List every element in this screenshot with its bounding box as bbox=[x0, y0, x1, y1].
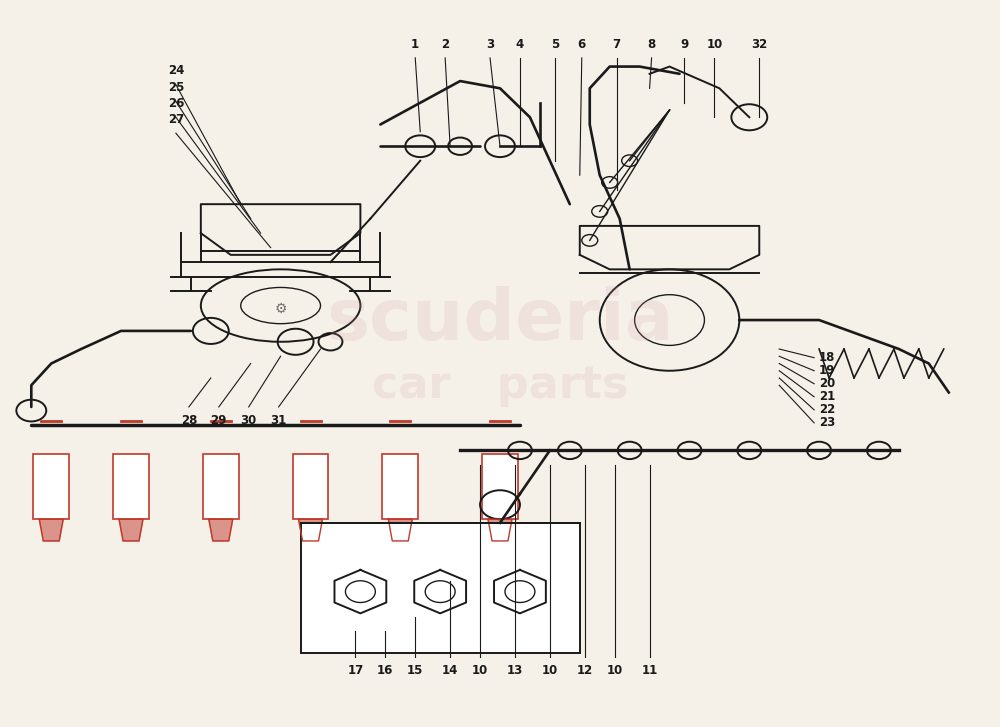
Bar bbox=[482, 454, 518, 519]
Text: 24: 24 bbox=[168, 65, 184, 78]
Text: 15: 15 bbox=[407, 664, 423, 677]
Text: 29: 29 bbox=[211, 414, 227, 427]
Polygon shape bbox=[39, 519, 63, 541]
Bar bbox=[301, 523, 580, 653]
Text: 4: 4 bbox=[516, 38, 524, 51]
Text: 28: 28 bbox=[181, 414, 197, 427]
Text: 10: 10 bbox=[542, 664, 558, 677]
Text: 7: 7 bbox=[613, 38, 621, 51]
Text: scuderia: scuderia bbox=[326, 286, 674, 355]
Polygon shape bbox=[488, 519, 512, 541]
Text: 16: 16 bbox=[377, 664, 394, 677]
Polygon shape bbox=[388, 519, 412, 541]
Text: 32: 32 bbox=[751, 38, 767, 51]
Text: 19: 19 bbox=[819, 364, 835, 377]
Polygon shape bbox=[299, 519, 322, 541]
Text: 30: 30 bbox=[241, 414, 257, 427]
Text: 10: 10 bbox=[706, 38, 723, 51]
Text: 26: 26 bbox=[168, 97, 184, 110]
Bar bbox=[382, 454, 418, 519]
Text: 2: 2 bbox=[441, 38, 449, 51]
Text: 27: 27 bbox=[168, 113, 184, 126]
Text: 3: 3 bbox=[486, 38, 494, 51]
Bar bbox=[203, 454, 239, 519]
Polygon shape bbox=[119, 519, 143, 541]
Text: 31: 31 bbox=[270, 414, 287, 427]
Text: 22: 22 bbox=[819, 403, 835, 417]
Text: 1: 1 bbox=[411, 38, 419, 51]
Bar bbox=[33, 454, 69, 519]
Text: 21: 21 bbox=[819, 390, 835, 403]
Text: 17: 17 bbox=[347, 664, 364, 677]
Text: 5: 5 bbox=[551, 38, 559, 51]
Text: 6: 6 bbox=[578, 38, 586, 51]
Text: 10: 10 bbox=[472, 664, 488, 677]
Text: 8: 8 bbox=[647, 38, 656, 51]
Text: 18: 18 bbox=[819, 351, 835, 364]
Text: 20: 20 bbox=[819, 377, 835, 390]
Text: 13: 13 bbox=[507, 664, 523, 677]
Bar bbox=[293, 454, 328, 519]
Text: 10: 10 bbox=[607, 664, 623, 677]
Text: 11: 11 bbox=[641, 664, 658, 677]
Bar bbox=[113, 454, 149, 519]
Text: 12: 12 bbox=[577, 664, 593, 677]
Polygon shape bbox=[209, 519, 233, 541]
Text: 23: 23 bbox=[819, 417, 835, 430]
Text: ⚙: ⚙ bbox=[274, 302, 287, 316]
Text: 25: 25 bbox=[168, 81, 184, 94]
Text: 9: 9 bbox=[680, 38, 689, 51]
Text: car   parts: car parts bbox=[372, 364, 628, 406]
Text: 14: 14 bbox=[442, 664, 458, 677]
